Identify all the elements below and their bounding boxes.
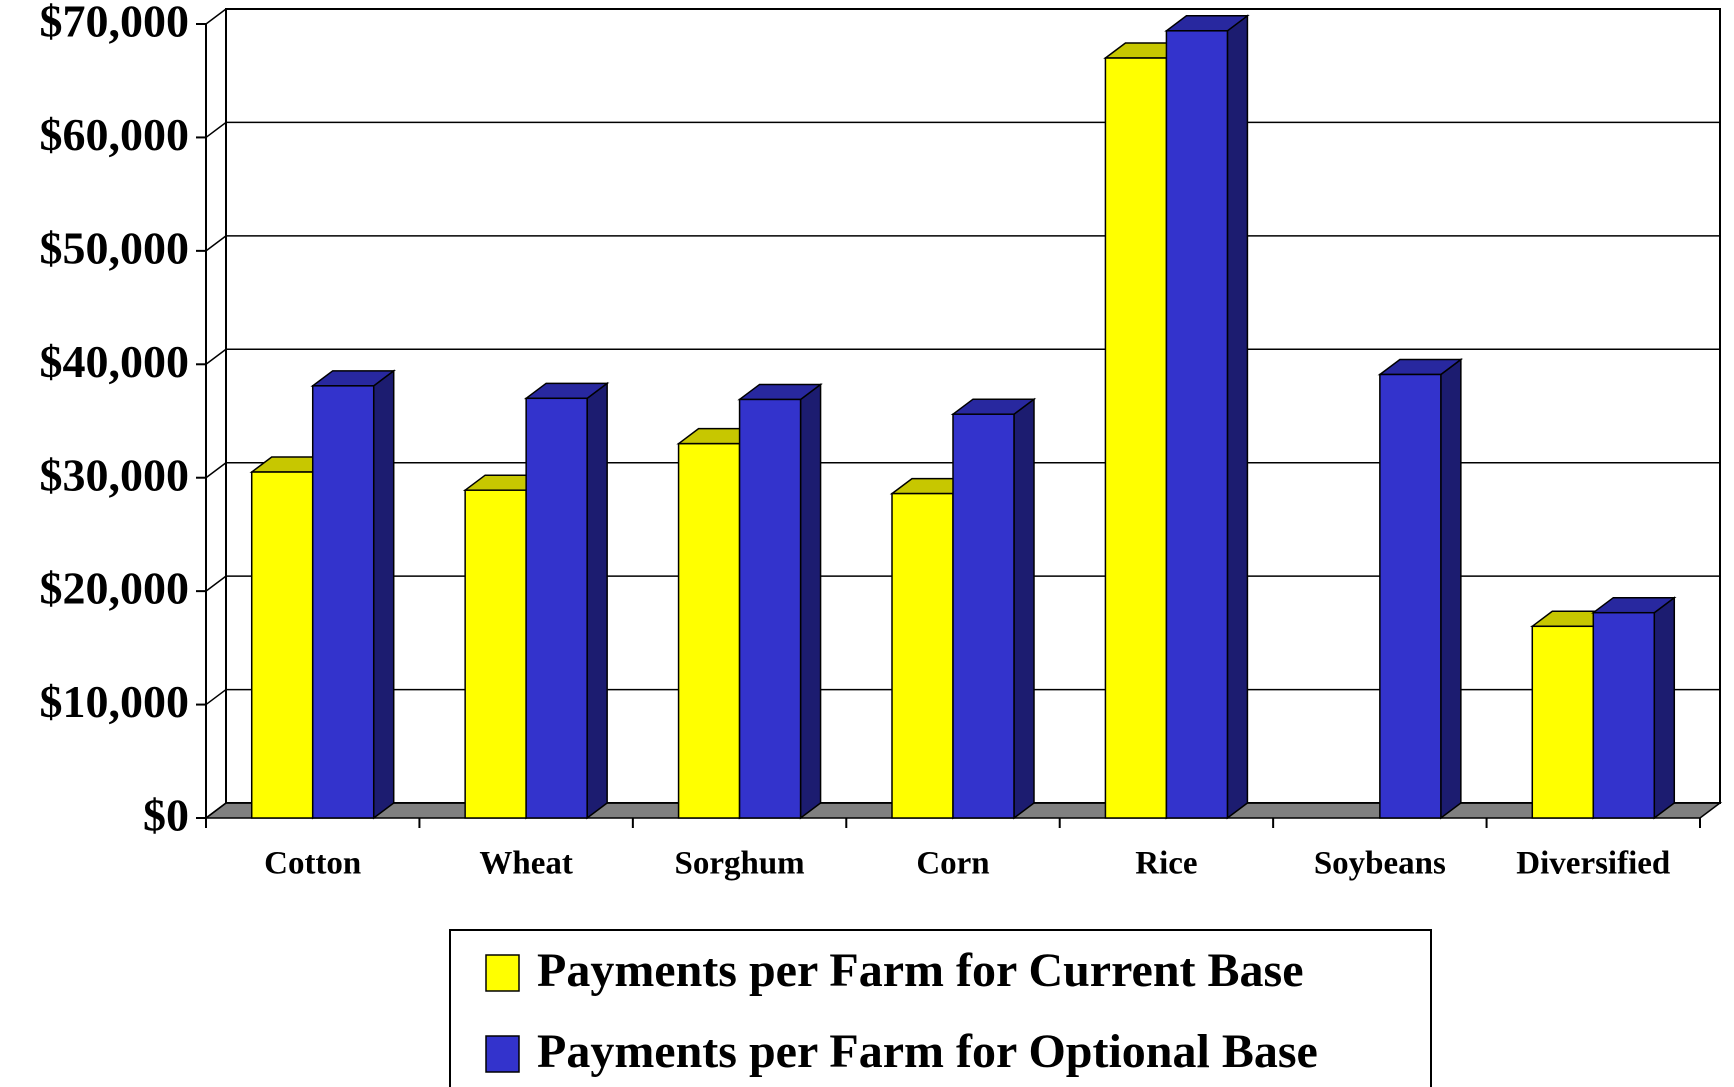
y-tick-label: $20,000: [40, 563, 190, 614]
legend-label: Payments per Farm for Current Base: [537, 944, 1304, 997]
bar-side: [372, 369, 395, 820]
legend-swatch: [485, 954, 520, 992]
bar: [1531, 625, 1595, 819]
grid-diagonal: [205, 688, 227, 706]
grid-diagonal: [205, 462, 227, 479]
y-tick-label: $70,000: [40, 0, 190, 47]
x-tick-label: Cotton: [264, 846, 361, 882]
bar: [677, 442, 741, 819]
y-tick-label: $40,000: [40, 336, 190, 387]
bar-side: [1653, 596, 1676, 820]
bar: [250, 471, 314, 819]
bar-side: [1440, 357, 1462, 820]
x-tick-label: Corn: [916, 846, 989, 882]
y-tick-label: $60,000: [40, 109, 190, 160]
bar: [891, 492, 954, 819]
grid-diagonal: [205, 802, 227, 819]
y-tick-label: $30,000: [40, 449, 190, 500]
x-tick-label: Rice: [1135, 846, 1197, 882]
bar: [1104, 57, 1168, 819]
x-tick-label: Wheat: [479, 846, 573, 882]
bar: [1379, 373, 1442, 819]
grid-diagonal: [205, 235, 227, 252]
bar: [1165, 30, 1229, 819]
bar-side: [586, 381, 608, 820]
x-tick-label: Diversified: [1516, 846, 1670, 882]
x-tick-label: Sorghum: [674, 846, 804, 882]
y-tick-label: $10,000: [40, 676, 190, 727]
y-tick-label: $0: [143, 790, 189, 841]
bar: [464, 489, 527, 819]
grid-diagonal: [205, 348, 227, 365]
grid-diagonal: [205, 8, 227, 25]
bar: [952, 413, 1015, 819]
bar: [525, 397, 588, 819]
y-tick-label: $50,000: [40, 222, 190, 273]
legend-swatch: [485, 1035, 520, 1073]
x-tick-label: Soybeans: [1314, 846, 1446, 882]
grid-diagonal: [205, 121, 227, 139]
bar-side: [1013, 397, 1035, 820]
bar-side: [1226, 14, 1249, 820]
legend-label: Payments per Farm for Optional Base: [537, 1025, 1318, 1078]
bar: [738, 398, 802, 819]
bar: [1592, 611, 1656, 819]
grid-diagonal: [205, 575, 227, 592]
bar-side: [799, 382, 822, 820]
bar: [311, 385, 375, 819]
legend-box: [449, 929, 1432, 1087]
